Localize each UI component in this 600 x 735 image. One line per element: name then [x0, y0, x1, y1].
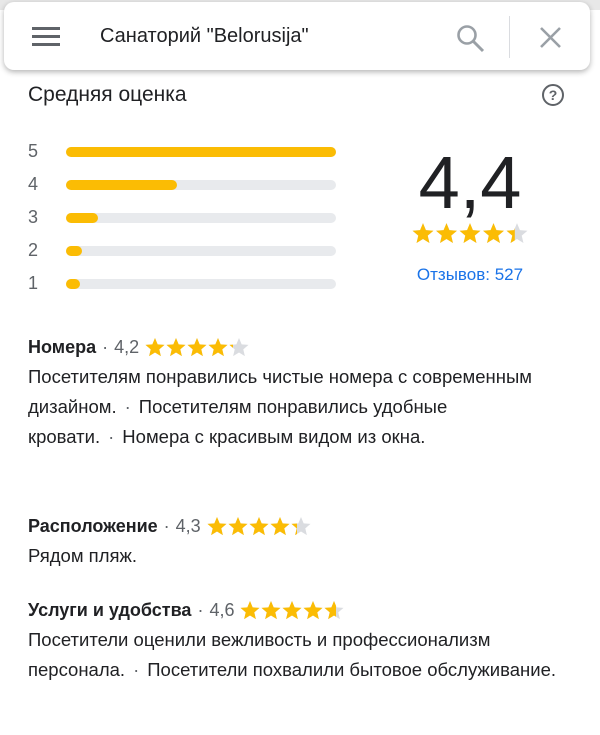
- search-bar[interactable]: Санаторий "Belorusija": [4, 2, 590, 70]
- histogram-bar: [66, 279, 80, 289]
- section-header: Номера · 4,2: [28, 334, 578, 360]
- star-filled: [207, 517, 227, 536]
- histogram-label: 4: [28, 174, 39, 194]
- section-score: 4,6: [209, 600, 235, 620]
- histogram-track: [66, 246, 336, 256]
- rating-stars: [240, 601, 344, 620]
- star-filled: [208, 338, 228, 357]
- review-section: Услуги и удобства · 4,6 Посетители оценили …: [28, 597, 578, 685]
- separator: ·: [197, 600, 204, 620]
- histogram-track: [66, 147, 336, 157]
- histogram-bar: [66, 180, 177, 190]
- star-filled: [228, 517, 248, 536]
- sentence: Номера с красивым видом из окна.: [122, 426, 426, 447]
- rating-stars: [207, 517, 311, 536]
- section-header: Расположение · 4,3: [28, 513, 578, 539]
- star-filled: [303, 601, 323, 620]
- star-filled: [412, 223, 434, 243]
- star-filled: [187, 338, 207, 357]
- rating-stars: [412, 223, 528, 243]
- sentence: Посетители оценили вежливость и професси…: [28, 629, 491, 680]
- star-filled: [166, 338, 186, 357]
- star-filled: [436, 223, 457, 243]
- sentence: Посетителям понравились удобные кровати.: [28, 396, 448, 447]
- section-score: 4,3: [175, 516, 201, 536]
- menu-icon[interactable]: [32, 26, 62, 48]
- star-filled: [229, 344, 234, 348]
- search-query[interactable]: Санаторий "Belorusija": [100, 25, 309, 47]
- histogram-label: 1: [28, 273, 39, 293]
- review-section: Номера · 4,2 Посетителям понравились чистые…: [28, 334, 578, 452]
- histogram-track: [66, 279, 336, 289]
- star-filled: [459, 223, 481, 243]
- section-score: 4,2: [114, 337, 140, 357]
- review-section: Расположение · 4,3 Рядом пляж.: [28, 513, 578, 571]
- histogram-track: [66, 213, 336, 223]
- histogram-bar: [66, 147, 336, 157]
- separator: ·: [108, 426, 115, 447]
- section-title: Услуги и удобства: [28, 600, 192, 620]
- star-filled: [324, 601, 337, 620]
- star-filled: [249, 517, 269, 536]
- section-description: Посетители оценили вежливость и професси…: [28, 625, 578, 685]
- section-description: Рядом пляж.: [28, 541, 578, 571]
- star-filled: [145, 338, 165, 357]
- star-empty: [229, 338, 249, 357]
- star-filled: [506, 228, 515, 243]
- star-filled: [291, 523, 297, 536]
- rating-stars: [145, 338, 249, 357]
- separator: ·: [133, 659, 140, 680]
- close-icon[interactable]: [538, 25, 564, 51]
- sentence: Рядом пляж.: [28, 545, 138, 566]
- star-filled: [483, 223, 504, 243]
- search-icon[interactable]: [456, 24, 486, 54]
- review-count[interactable]: Отзывов: 527: [416, 265, 524, 284]
- histogram-label: 5: [28, 141, 39, 161]
- section-title: Расположение: [28, 516, 158, 536]
- separator: ·: [163, 516, 170, 536]
- histogram-track: [66, 180, 336, 190]
- sentence: Посетителям понравились чистые номера с …: [28, 366, 532, 417]
- histogram-label: 3: [28, 207, 39, 227]
- section-header: Услуги и удобства · 4,6: [28, 597, 578, 623]
- divider: [509, 16, 510, 58]
- svg-text:?: ?: [549, 87, 558, 103]
- average-rating: 4,4: [418, 141, 522, 224]
- rating-stars-wrap: [412, 222, 528, 249]
- section-description: Посетителям понравились чистые номера с …: [28, 362, 578, 452]
- sentence: Посетители похвалили бытовое обслуживани…: [147, 659, 556, 680]
- star-filled: [261, 601, 281, 620]
- star-filled: [270, 517, 290, 536]
- section-title: Номера: [28, 337, 97, 357]
- separator: ·: [124, 396, 131, 417]
- histogram-label: 2: [28, 240, 39, 260]
- summary-title: Средняя оценка: [28, 83, 187, 106]
- star-filled: [240, 601, 260, 620]
- help-icon[interactable]: ?: [541, 83, 566, 108]
- histogram-bar: [66, 246, 83, 256]
- histogram-bar: [66, 213, 99, 223]
- star-filled: [282, 601, 302, 620]
- separator: ·: [102, 337, 109, 357]
